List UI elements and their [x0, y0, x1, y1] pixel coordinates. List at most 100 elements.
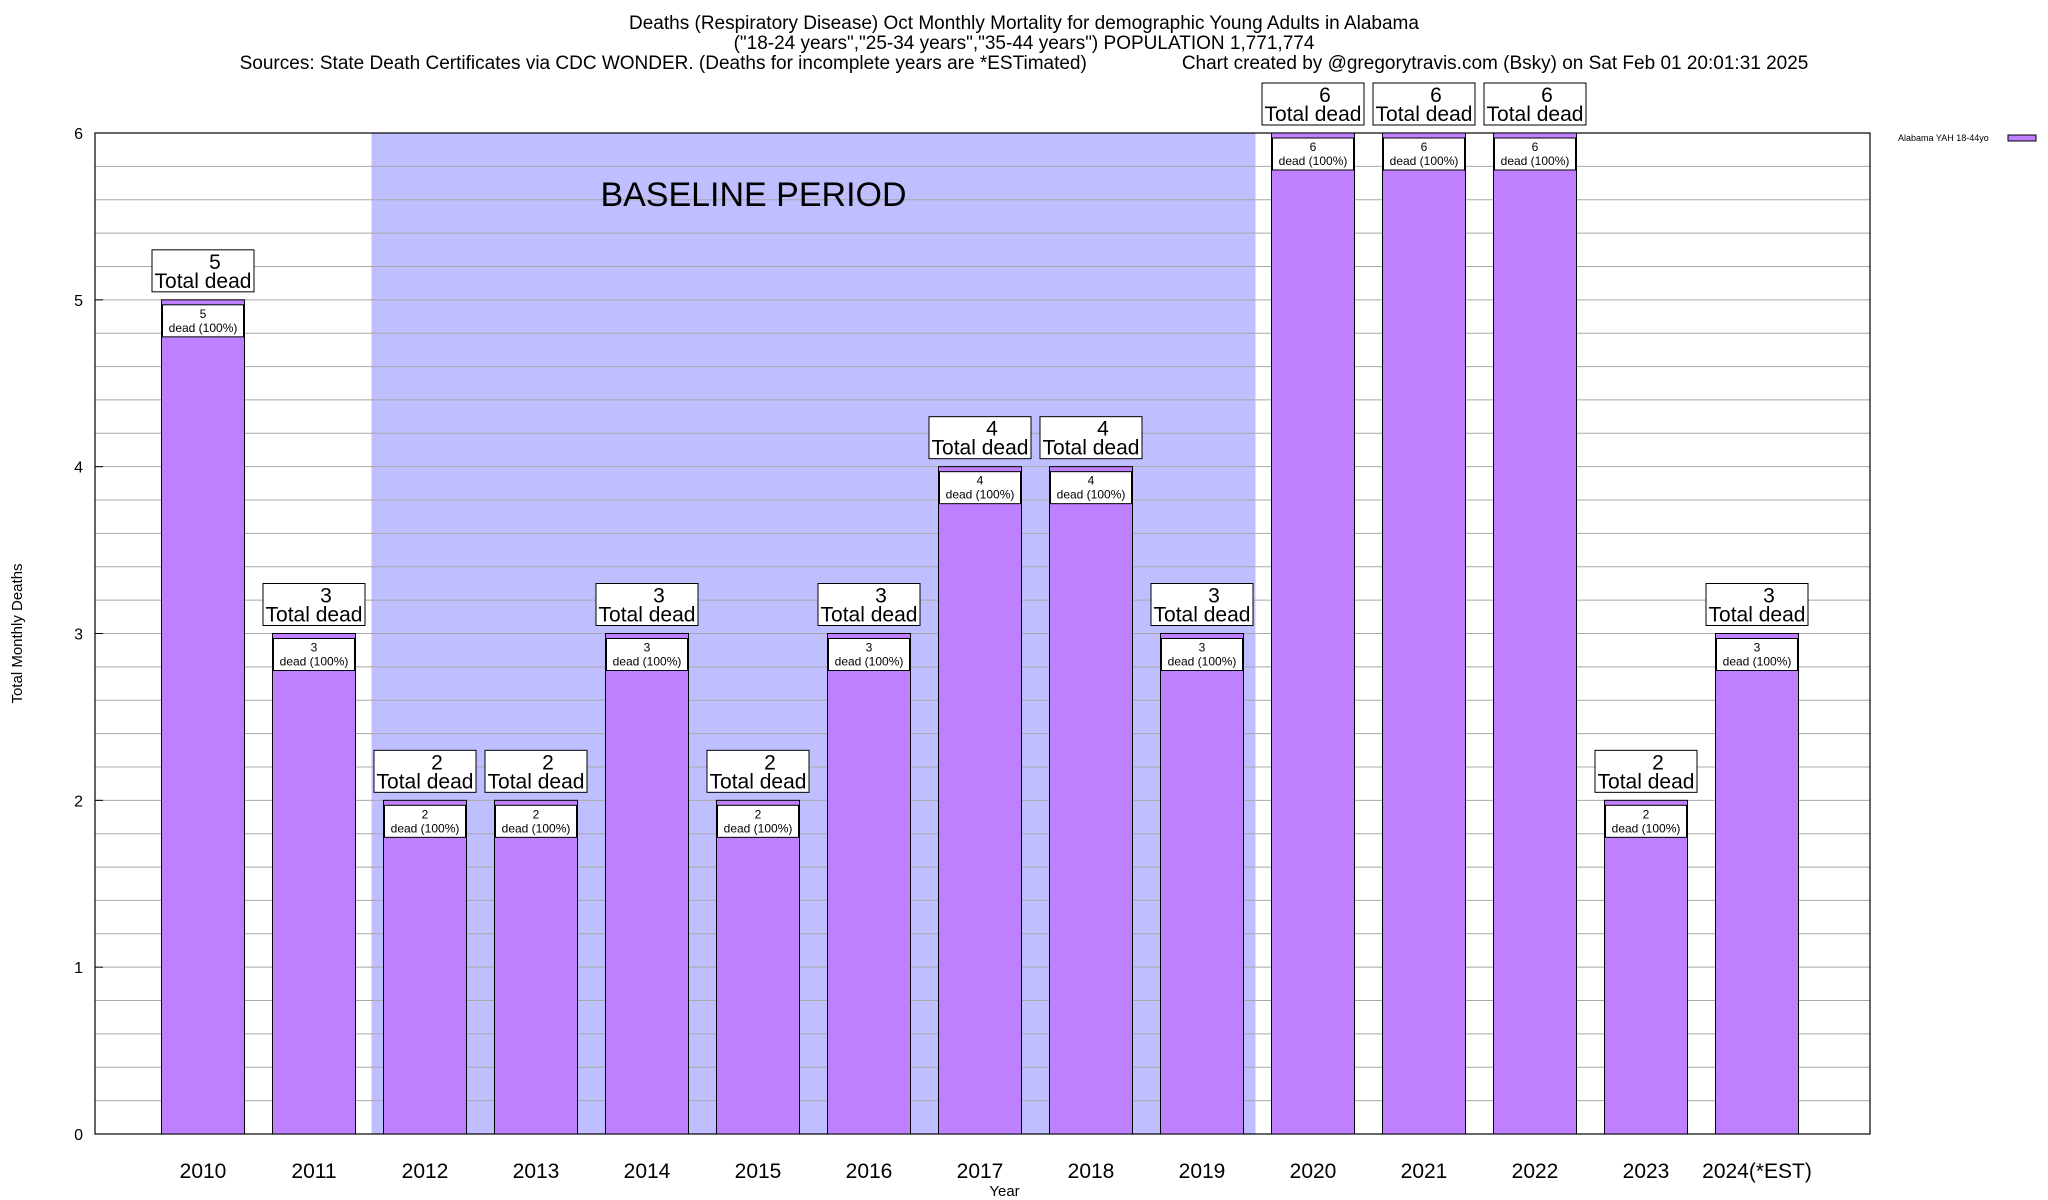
bar-inner-value-label: 3 — [866, 641, 873, 655]
bar-total-value-label: 6 — [1541, 84, 1553, 107]
bar — [1493, 132, 1577, 1135]
bar-inner-value-label: 3 — [644, 641, 651, 655]
bar-inner-percent-label: dead (100%) — [835, 655, 904, 669]
bar-inner-percent-label: dead (100%) — [1279, 154, 1348, 168]
bar-inner-percent-label: dead (100%) — [1168, 655, 1237, 669]
bar — [1604, 799, 1688, 1135]
bar-inner-label-box — [495, 804, 577, 838]
chart-subtitle: ("18-24 years","25-34 years","35-44 year… — [733, 33, 1315, 54]
bar-total-text-label: Total dead — [1376, 103, 1473, 126]
bar-inner-value-label: 2 — [755, 807, 762, 821]
x-tick-label: 2024(*EST) — [1702, 1160, 1812, 1183]
bar-inner-percent-label: dead (100%) — [613, 655, 682, 669]
x-tick-label: 2010 — [180, 1160, 227, 1183]
bar-inner-percent-label: dead (100%) — [1612, 821, 1681, 835]
bar-inner-value-label: 5 — [200, 307, 207, 321]
bar-total-value-label: 3 — [1763, 585, 1775, 608]
bar — [827, 633, 911, 1135]
bar-total-label-box — [595, 583, 699, 626]
bar-total-value-label: 2 — [764, 751, 776, 774]
bar-inner-label-box — [1494, 137, 1576, 171]
bar-total-value-label: 6 — [1319, 84, 1331, 107]
legend-swatch — [2007, 134, 2037, 142]
bar-total-text-label: Total dead — [1154, 604, 1251, 627]
x-tick-label: 2018 — [1068, 1160, 1115, 1183]
legend-label: Alabama YAH 18-44yo — [1898, 133, 1989, 143]
bar — [938, 466, 1022, 1135]
bar-total-text-label: Total dead — [377, 770, 474, 793]
bar-total-text-label: Total dead — [1709, 604, 1806, 627]
bar-total-text-label: Total dead — [1265, 103, 1362, 126]
bar — [383, 799, 467, 1135]
bar-total-text-label: Total dead — [710, 770, 807, 793]
bar-total-label-box — [817, 583, 921, 626]
bar-inner-label-box — [162, 304, 244, 338]
bar-total-value-label: 4 — [1097, 418, 1109, 441]
y-tick-label: 2 — [74, 793, 83, 810]
y-tick-label: 4 — [74, 460, 83, 477]
bar-inner-label-box — [828, 638, 910, 671]
bar-inner-label-box — [1272, 137, 1354, 171]
bar — [605, 633, 689, 1135]
bar-inner-percent-label: dead (100%) — [1501, 154, 1570, 168]
bar-total-text-label: Total dead — [488, 770, 585, 793]
bar — [161, 299, 245, 1135]
bar-total-label-box — [373, 749, 477, 793]
bar-total-text-label: Total dead — [599, 604, 696, 627]
x-tick-label: 2023 — [1623, 1160, 1670, 1183]
bar-total-label-box — [262, 583, 366, 626]
chart-sources-credit: Sources: State Death Certificates via CD… — [0, 53, 2048, 75]
bar-total-label-box — [1483, 82, 1587, 126]
bar — [1049, 466, 1133, 1135]
bar-total-label-box — [1261, 82, 1365, 126]
x-tick-label: 2013 — [513, 1160, 560, 1183]
bar-inner-value-label: 6 — [1532, 140, 1539, 154]
bar-total-label-box — [484, 749, 588, 793]
y-tick-label: 6 — [74, 126, 83, 143]
bar-inner-percent-label: dead (100%) — [1057, 488, 1126, 502]
bar-total-value-label: 3 — [653, 585, 665, 608]
bar-inner-percent-label: dead (100%) — [502, 821, 571, 835]
bar-total-value-label: 3 — [1208, 585, 1220, 608]
bar-total-value-label: 2 — [542, 751, 554, 774]
bar-total-label-box — [151, 249, 255, 293]
x-tick-label: 2011 — [291, 1160, 336, 1183]
x-tick-label: 2021 — [1401, 1160, 1448, 1183]
baseline-period-label: BASELINE PERIOD — [600, 176, 906, 214]
bar-inner-percent-label: dead (100%) — [280, 655, 349, 669]
bar-inner-value-label: 4 — [1088, 474, 1095, 488]
x-tick-label: 2017 — [957, 1160, 1004, 1183]
bar-inner-label-box — [717, 804, 799, 838]
bar-total-label-box — [1705, 583, 1809, 626]
bar-inner-percent-label: dead (100%) — [1723, 655, 1792, 669]
bar-inner-percent-label: dead (100%) — [391, 821, 460, 835]
y-tick-label: 3 — [74, 627, 83, 644]
bar-inner-percent-label: dead (100%) — [1390, 154, 1459, 168]
bar-total-value-label: 2 — [431, 751, 443, 774]
bar — [272, 633, 356, 1135]
bar-total-text-label: Total dead — [155, 270, 252, 293]
bar-total-text-label: Total dead — [821, 604, 918, 627]
bar-inner-value-label: 3 — [311, 641, 318, 655]
bar-total-value-label: 3 — [320, 585, 332, 608]
bar-inner-label-box — [1383, 137, 1465, 171]
bar-total-text-label: Total dead — [1043, 437, 1140, 460]
x-tick-label: 2012 — [402, 1160, 449, 1183]
bar-total-text-label: Total dead — [932, 437, 1029, 460]
x-tick-label: 2022 — [1512, 1160, 1559, 1183]
bar-inner-value-label: 6 — [1310, 140, 1317, 154]
bar — [1160, 633, 1244, 1135]
bar-total-label-box — [1039, 416, 1143, 460]
bar-total-label-box — [1150, 583, 1254, 626]
bar-inner-label-box — [1716, 638, 1798, 671]
bar-total-text-label: Total dead — [1487, 103, 1584, 126]
x-tick-label: 2016 — [846, 1160, 893, 1183]
bar-total-label-box — [1594, 749, 1698, 793]
bar-total-value-label: 4 — [986, 418, 998, 441]
chart-sources: Sources: State Death Certificates via CD… — [239, 53, 1087, 74]
y-tick-label: 5 — [74, 293, 83, 310]
x-axis-title: Year — [989, 1183, 1019, 1200]
bar-inner-value-label: 4 — [977, 474, 984, 488]
bar-inner-label-box — [273, 638, 355, 671]
